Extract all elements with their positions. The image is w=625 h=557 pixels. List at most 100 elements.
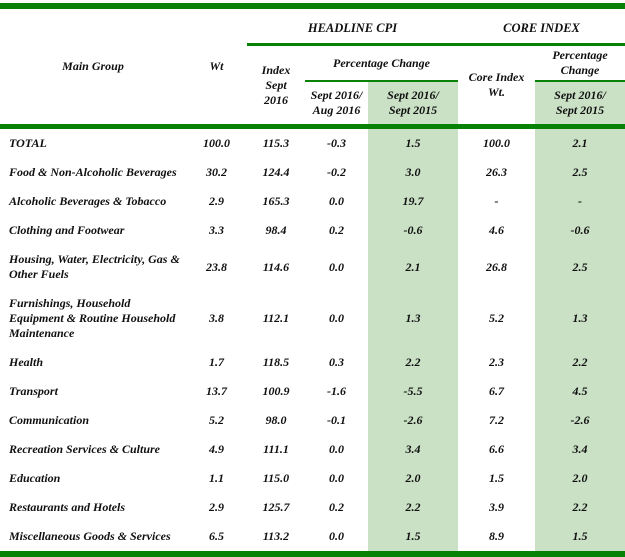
cell-core-wt: 7.2: [489, 413, 504, 427]
cell-index: 112.1: [262, 311, 290, 325]
row-label: Communication: [9, 413, 90, 427]
col-header-pct-change-headline: Percentage Change: [305, 44, 458, 82]
cell-index: 100.9: [262, 384, 290, 398]
cell-yoy: 2.2: [368, 348, 458, 377]
cell-mom: 0.2: [329, 223, 344, 237]
table-row: Alcoholic Beverages & Tobacco 2.9 165.3 0.0…: [0, 187, 625, 216]
cell-yoy: 1.5: [368, 124, 458, 158]
cell-core-yoy: -: [535, 187, 625, 216]
cell-wt: 100.0: [186, 124, 247, 158]
cell-core-wt: 8.9: [489, 529, 504, 543]
cell-mom: 0.2: [329, 500, 344, 514]
cell-core-wt: 2.3: [489, 355, 504, 369]
cell-core-wt: 6.6: [489, 442, 504, 456]
cell-yoy: -2.6: [368, 406, 458, 435]
table-row: Communication 5.2 98.0 -0.1 -2.6 7.2 -2.6: [0, 406, 625, 435]
cell-wt: 30.2: [206, 165, 227, 179]
cell-core-wt: 100.0: [458, 124, 535, 158]
table-row: Housing, Water, Electricity, Gas & Other…: [0, 245, 625, 289]
table-row: Education 1.1 115.0 0.0 2.0 1.5 2.0: [0, 464, 625, 493]
row-label: Miscellaneous Goods & Services: [9, 529, 171, 543]
header-row-periods: Sept 2016/ Aug 2016 Sept 2016/ Sept 2015…: [0, 81, 625, 127]
table-row: Food & Non-Alcoholic Beverages 30.2 124.4 -…: [0, 158, 625, 187]
cell-wt: 5.2: [209, 413, 224, 427]
table-row: Restaurants and Hotels 2.9 125.7 0.2 2.2 3.9 2…: [0, 493, 625, 522]
cell-yoy: 2.1: [368, 245, 458, 289]
cell-mom: -0.3: [305, 124, 368, 158]
cell-wt: 2.9: [209, 500, 224, 514]
row-label: Clothing and Footwear: [9, 223, 125, 237]
cell-core-yoy: 2.5: [535, 158, 625, 187]
cpi-table: Main Group Wt HEADLINE CPI CORE INDEX In…: [0, 3, 625, 557]
col-header-yoy-core: Sept 2016/ Sept 2015: [535, 81, 625, 127]
cell-mom: 0.0: [329, 442, 344, 456]
cell-core-yoy: 2.1: [535, 124, 625, 158]
col-header-wt: Wt: [209, 59, 224, 73]
row-label: Health: [9, 355, 44, 369]
cell-index: 98.0: [265, 413, 287, 427]
cell-core-wt: 6.7: [489, 384, 504, 398]
table-row: Miscellaneous Goods & Services 6.5 113.2 0.…: [0, 522, 625, 554]
cell-core-wt: 1.5: [489, 471, 504, 485]
row-label: Transport: [9, 384, 58, 398]
row-label: Housing, Water, Electricity, Gas & Other…: [9, 252, 180, 281]
cell-core-wt: -: [494, 194, 499, 208]
cell-index: 98.4: [265, 223, 287, 237]
cell-wt: 3.3: [209, 223, 224, 237]
table-row: Furnishings, Household Equipment & Routi…: [0, 289, 625, 348]
cell-yoy: 3.0: [368, 158, 458, 187]
table-row: TOTAL 100.0 115.3 -0.3 1.5 100.0 2.1: [0, 124, 625, 158]
section-header-headline-cpi: HEADLINE CPI: [247, 6, 458, 46]
cell-mom: 0.0: [329, 529, 344, 543]
cell-core-yoy: 2.2: [535, 493, 625, 522]
col-header-core-index-wt: Core Index Wt.: [468, 70, 525, 99]
cell-core-yoy: -0.6: [535, 216, 625, 245]
cell-index: 165.3: [262, 194, 290, 208]
cell-index: 113.2: [262, 529, 290, 543]
row-label: Furnishings, Household Equipment & Routi…: [9, 296, 176, 340]
cell-mom: 0.3: [329, 355, 344, 369]
table-body: TOTAL 100.0 115.3 -0.3 1.5 100.0 2.1 Food & Non…: [0, 124, 625, 554]
row-label: Food & Non-Alcoholic Beverages: [9, 165, 177, 179]
cell-yoy: 19.7: [368, 187, 458, 216]
header-row-groups: Index Sept 2016 Percentage Change Core I…: [0, 44, 625, 107]
cell-core-yoy: 1.3: [535, 289, 625, 348]
row-label: TOTAL: [0, 124, 186, 158]
cell-mom: -1.6: [327, 384, 346, 398]
table-row: Health 1.7 118.5 0.3 2.2 2.3 2.2: [0, 348, 625, 377]
cell-index: 115.3: [247, 124, 305, 158]
col-header-pct-change-core: Percentage Change: [535, 44, 625, 82]
cell-wt: 1.7: [209, 355, 224, 369]
cell-core-yoy: 2.0: [535, 464, 625, 493]
header-row-sections: Main Group Wt HEADLINE CPI CORE INDEX: [0, 6, 625, 73]
cell-wt: 1.1: [209, 471, 224, 485]
cell-wt: 4.9: [209, 442, 224, 456]
cell-yoy: 1.5: [368, 522, 458, 554]
cell-wt: 13.7: [206, 384, 227, 398]
table-header: Main Group Wt HEADLINE CPI CORE INDEX In…: [0, 6, 625, 127]
cell-core-wt: 5.2: [489, 311, 504, 325]
cell-core-yoy: 3.4: [535, 435, 625, 464]
col-header-mom: Sept 2016/ Aug 2016: [310, 88, 363, 117]
col-header-index-sept-2016: Index Sept 2016: [261, 62, 291, 107]
cell-mom: 0.0: [329, 471, 344, 485]
cell-mom: 0.0: [329, 311, 344, 325]
cell-yoy: -5.5: [368, 377, 458, 406]
row-label: Alcoholic Beverages & Tobacco: [9, 194, 167, 208]
cell-core-yoy: 2.5: [535, 245, 625, 289]
cell-index: 115.0: [262, 471, 290, 485]
col-header-yoy-headline: Sept 2016/ Sept 2015: [368, 81, 458, 127]
cell-index: 124.4: [262, 165, 290, 179]
cell-yoy: -0.6: [368, 216, 458, 245]
cell-core-yoy: 1.5: [535, 522, 625, 554]
cell-yoy: 2.0: [368, 464, 458, 493]
cell-yoy: 2.2: [368, 493, 458, 522]
cell-core-wt: 26.3: [486, 165, 507, 179]
row-label: Education: [9, 471, 61, 485]
row-label: Restaurants and Hotels: [9, 500, 126, 514]
cell-core-yoy: -2.6: [535, 406, 625, 435]
cell-core-wt: 4.6: [489, 223, 504, 237]
cell-mom: 0.0: [329, 194, 344, 208]
section-header-core-index: CORE INDEX: [458, 6, 625, 46]
